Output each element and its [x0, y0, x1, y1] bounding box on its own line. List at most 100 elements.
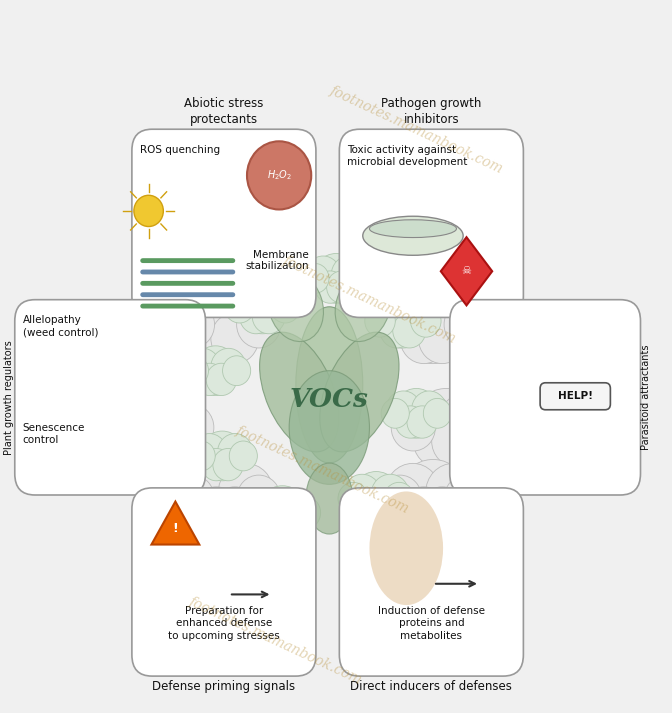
Circle shape	[224, 291, 255, 323]
Circle shape	[189, 285, 262, 364]
Circle shape	[290, 496, 321, 529]
Circle shape	[103, 404, 148, 451]
Circle shape	[257, 282, 296, 323]
Circle shape	[306, 256, 341, 293]
Circle shape	[400, 313, 448, 364]
Text: footnotes.mamanbook.com: footnotes.mamanbook.com	[234, 424, 411, 516]
Circle shape	[366, 491, 399, 525]
Text: Membrane
stabilization: Membrane stabilization	[245, 250, 309, 271]
Circle shape	[423, 399, 452, 429]
Ellipse shape	[289, 371, 370, 484]
Circle shape	[431, 416, 480, 466]
Circle shape	[192, 487, 241, 538]
Circle shape	[315, 271, 345, 303]
FancyBboxPatch shape	[540, 383, 610, 410]
Circle shape	[218, 463, 274, 522]
Text: footnotes.mamanbook.com: footnotes.mamanbook.com	[327, 83, 505, 175]
Circle shape	[151, 392, 206, 451]
Circle shape	[351, 471, 402, 525]
Text: ROS quenching: ROS quenching	[140, 145, 220, 155]
Circle shape	[111, 392, 166, 451]
Circle shape	[192, 346, 239, 396]
Circle shape	[385, 289, 440, 348]
Circle shape	[213, 448, 243, 481]
Text: Direct inducers of defenses: Direct inducers of defenses	[350, 680, 512, 693]
Circle shape	[237, 301, 281, 348]
Circle shape	[411, 304, 441, 337]
Circle shape	[400, 487, 448, 538]
Circle shape	[192, 313, 241, 364]
Text: Induction of defense
proteins and
metabolites: Induction of defense proteins and metabo…	[378, 606, 485, 640]
Text: footnotes.mamanbook.com: footnotes.mamanbook.com	[187, 594, 364, 687]
FancyBboxPatch shape	[339, 488, 523, 676]
Circle shape	[343, 474, 381, 515]
Circle shape	[185, 349, 220, 386]
Circle shape	[418, 487, 466, 538]
Circle shape	[229, 282, 267, 323]
Polygon shape	[441, 237, 492, 305]
Circle shape	[398, 392, 454, 451]
Circle shape	[187, 441, 215, 471]
Circle shape	[338, 483, 368, 515]
Circle shape	[444, 301, 489, 348]
Circle shape	[192, 434, 227, 471]
Circle shape	[371, 474, 409, 515]
Circle shape	[126, 416, 173, 466]
Text: Senescence
control: Senescence control	[23, 423, 85, 446]
FancyBboxPatch shape	[450, 299, 640, 495]
Circle shape	[237, 475, 281, 522]
Circle shape	[259, 505, 292, 540]
Ellipse shape	[335, 272, 390, 342]
Circle shape	[211, 349, 246, 386]
Circle shape	[395, 406, 425, 438]
Circle shape	[439, 392, 495, 451]
Circle shape	[189, 459, 262, 538]
Circle shape	[312, 254, 360, 303]
Polygon shape	[151, 501, 200, 545]
Circle shape	[201, 448, 232, 481]
Circle shape	[425, 289, 481, 348]
Text: Plant growth regulators: Plant growth regulators	[5, 340, 14, 455]
Circle shape	[180, 356, 208, 386]
Text: footnotes.mamanbook.com: footnotes.mamanbook.com	[281, 253, 458, 346]
Circle shape	[122, 389, 196, 466]
Text: Preparation for
enhanced defense
to upcoming stresses: Preparation for enhanced defense to upco…	[168, 606, 280, 640]
Circle shape	[211, 313, 259, 364]
Circle shape	[249, 488, 288, 529]
Circle shape	[393, 389, 439, 438]
FancyBboxPatch shape	[132, 488, 316, 676]
Circle shape	[386, 391, 421, 429]
Text: !: !	[173, 522, 178, 535]
Circle shape	[222, 356, 251, 386]
Circle shape	[177, 289, 233, 348]
Ellipse shape	[306, 463, 353, 534]
Circle shape	[370, 297, 408, 337]
Circle shape	[199, 431, 246, 481]
Text: Toxic activity against
microbial development: Toxic activity against microbial develop…	[347, 145, 468, 168]
Circle shape	[278, 488, 316, 529]
Circle shape	[218, 434, 253, 471]
FancyBboxPatch shape	[132, 129, 316, 317]
Circle shape	[229, 441, 257, 471]
Circle shape	[247, 141, 311, 210]
Circle shape	[218, 289, 274, 348]
Ellipse shape	[320, 332, 399, 452]
Circle shape	[270, 291, 300, 323]
Circle shape	[378, 294, 428, 348]
Circle shape	[380, 313, 413, 348]
Circle shape	[391, 404, 435, 451]
Circle shape	[331, 256, 366, 293]
Circle shape	[444, 475, 489, 522]
Circle shape	[177, 463, 233, 522]
Circle shape	[392, 313, 426, 348]
FancyBboxPatch shape	[15, 299, 206, 495]
Circle shape	[396, 285, 470, 364]
Circle shape	[252, 299, 286, 334]
Circle shape	[144, 416, 192, 466]
Circle shape	[171, 301, 214, 348]
Text: $H_2O_2$: $H_2O_2$	[267, 168, 292, 183]
Circle shape	[301, 264, 329, 293]
Circle shape	[239, 299, 273, 334]
Ellipse shape	[296, 307, 363, 463]
Circle shape	[410, 389, 483, 466]
